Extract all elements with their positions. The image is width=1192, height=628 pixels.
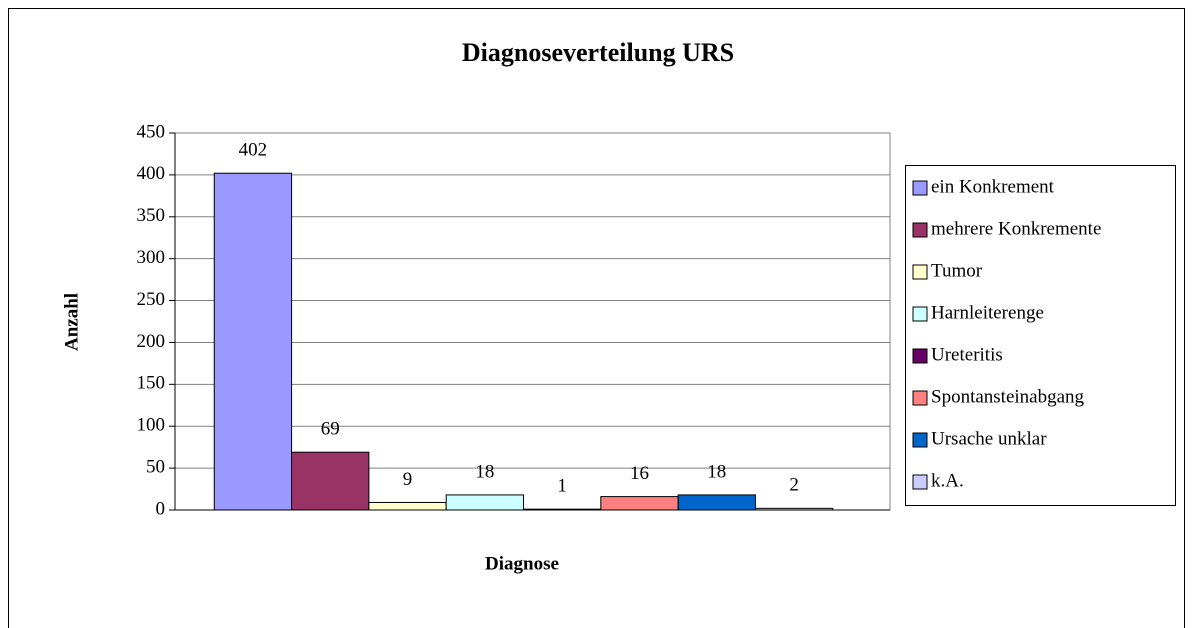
y-tick-label: 350 <box>137 205 166 226</box>
legend-swatch <box>912 180 928 196</box>
x-axis-label: Diagnose <box>485 553 559 574</box>
legend-swatch <box>912 432 928 448</box>
bar <box>600 496 679 511</box>
data-label: 402 <box>239 140 268 161</box>
legend-swatch <box>912 390 928 406</box>
bar <box>291 451 370 511</box>
bar <box>677 494 756 511</box>
y-tick-label: 0 <box>156 498 166 519</box>
y-tick-label: 250 <box>137 289 166 310</box>
legend-swatch <box>912 264 928 280</box>
legend-swatch <box>912 474 928 490</box>
data-label: 69 <box>321 419 340 440</box>
chart-title: Diagnoseverteilung URS <box>462 38 734 67</box>
y-axis-label: Anzahl <box>61 293 82 351</box>
legend-label: Harnleiterenge <box>931 302 1044 323</box>
data-label: 18 <box>707 461 726 482</box>
bar <box>523 508 602 511</box>
legend-swatch <box>912 222 928 238</box>
y-tick-label: 50 <box>146 456 165 477</box>
y-tick-label: 200 <box>137 331 166 352</box>
bar <box>754 507 834 511</box>
legend-label: Ursache unklar <box>931 428 1047 449</box>
legend-label: Spontansteinabgang <box>931 386 1085 407</box>
data-label: 2 <box>789 475 799 496</box>
y-tick-label: 300 <box>137 247 166 268</box>
data-label: 18 <box>475 461 494 482</box>
legend <box>905 165 1176 506</box>
legend-label: Tumor <box>931 260 983 281</box>
y-tick-label: 100 <box>137 415 166 436</box>
legend-label: mehrere Konkremente <box>931 218 1101 239</box>
legend-swatch <box>912 348 928 364</box>
data-label: 1 <box>557 476 567 497</box>
y-tick-label: 450 <box>137 121 166 142</box>
legend-label: k.A. <box>931 470 964 491</box>
legend-label: ein Konkrement <box>931 176 1055 197</box>
bar <box>368 501 447 511</box>
y-tick-label: 150 <box>137 373 166 394</box>
y-tick-label: 400 <box>137 163 166 184</box>
bar <box>213 172 293 511</box>
legend-swatch <box>912 306 928 322</box>
data-label: 9 <box>403 469 413 490</box>
data-label: 16 <box>630 463 649 484</box>
bar <box>445 494 524 511</box>
legend-label: Ureteritis <box>931 344 1003 365</box>
plot-area <box>174 132 891 511</box>
